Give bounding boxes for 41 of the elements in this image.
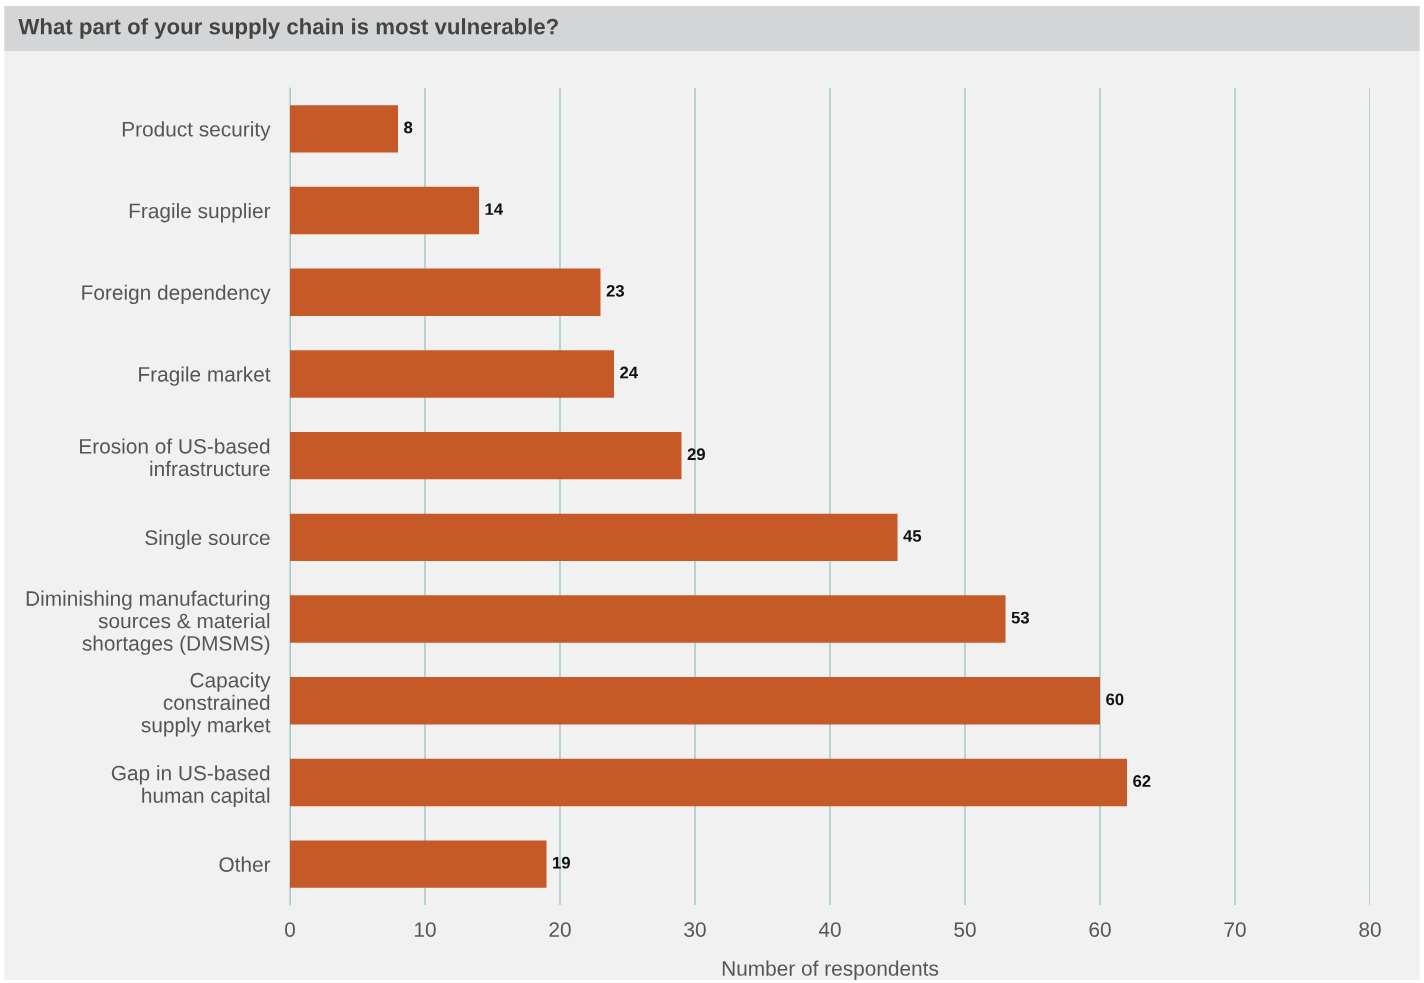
bar	[290, 758, 1127, 807]
x-tick-label: 80	[1359, 922, 1381, 937]
data-label: 14	[485, 203, 503, 215]
data-label: 53	[1011, 611, 1029, 624]
bar	[290, 105, 398, 153]
data-label: 23	[606, 284, 624, 297]
x-axis-title: Number of respondents	[722, 960, 939, 980]
data-label: 8	[404, 121, 413, 134]
y-tick-label: Erosion of US-based infrastructure	[80, 438, 270, 477]
bar	[290, 677, 1100, 725]
y-tick-label: Foreign dependency	[82, 284, 271, 305]
bar	[290, 186, 479, 235]
x-tick-label: 20	[549, 922, 571, 937]
x-tick-label: 10	[415, 922, 436, 937]
x-tick-label: 30	[684, 922, 706, 937]
data-label: 24	[620, 366, 638, 379]
y-tick-label: Other	[219, 856, 271, 872]
x-tick-label: 60	[1089, 922, 1111, 937]
bar	[290, 595, 1006, 643]
data-label: 19	[553, 856, 570, 869]
x-tick-label: 40	[818, 922, 841, 937]
y-tick-label: Capacity constrained supply market	[141, 672, 271, 737]
bar	[290, 840, 547, 888]
x-tick-label: 50	[954, 922, 976, 937]
x-tick-label: 70	[1224, 922, 1246, 937]
data-label: 62	[1133, 775, 1151, 787]
data-label: 45	[903, 530, 922, 542]
bar	[290, 513, 898, 562]
bar	[290, 268, 601, 316]
x-tick-label: 0	[285, 922, 295, 937]
chart-title: What part of your supply chain is most vulnerable?	[18, 18, 558, 39]
y-tick-label: Fragile market	[139, 366, 271, 386]
bar	[290, 350, 614, 398]
y-tick-label: Fragile supplier	[129, 203, 271, 223]
y-tick-label: Product security	[122, 121, 271, 141]
y-tick-label: Single source	[145, 529, 270, 550]
y-tick-label: Gap in US-based human capital	[111, 765, 270, 808]
data-label: 29	[687, 448, 705, 461]
data-label: 60	[1106, 693, 1124, 706]
y-tick-label: Diminishing manufacturing sources & material shortages (DMSMS)	[26, 590, 270, 655]
bar	[290, 431, 682, 480]
